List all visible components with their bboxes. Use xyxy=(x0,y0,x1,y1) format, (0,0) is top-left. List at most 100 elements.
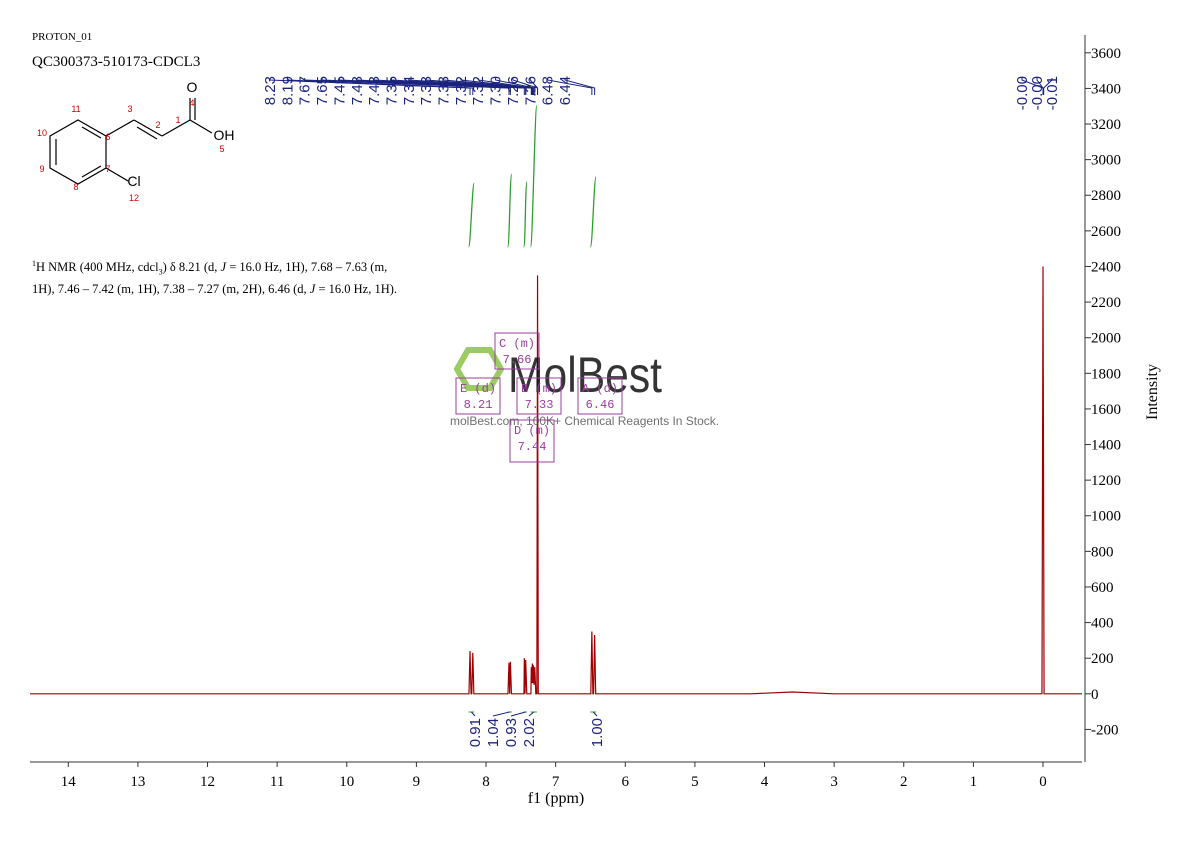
integral-leader xyxy=(510,711,526,717)
atom-label: Cl xyxy=(127,173,140,189)
x-tick-label: 10 xyxy=(339,774,354,790)
desc-part: = 16.0 Hz, 1H). xyxy=(315,281,398,296)
x-tick-label: 8 xyxy=(482,774,490,790)
y-tick-label: 3000 xyxy=(1091,153,1121,169)
peak-leader xyxy=(477,78,534,95)
x-tick-label: 4 xyxy=(761,774,769,790)
y-tick-label: -200 xyxy=(1091,722,1119,738)
x-tick-label: 2 xyxy=(900,774,908,790)
integral-curve xyxy=(506,173,513,248)
multiplet-box xyxy=(509,419,555,463)
atom-label: 12 xyxy=(129,193,139,203)
desc-part: = 16.0 Hz, 1H), 7.68 – 7.63 (m, 1H), 7.4… xyxy=(32,260,388,296)
structure-bonds xyxy=(49,98,213,185)
peak-leader xyxy=(443,78,534,95)
peak-label: 7.34 xyxy=(401,76,418,105)
integral-curve xyxy=(522,181,528,248)
peak-label: -0.00 xyxy=(1029,76,1046,110)
header-2: QC300373-510173-CDCL3 xyxy=(32,54,200,70)
peak-label: 7.30 xyxy=(488,76,505,105)
peak-label: 7.33 xyxy=(436,76,453,105)
y-tick-label: 3600 xyxy=(1091,46,1121,62)
y-tick-label: 2400 xyxy=(1091,259,1121,275)
peak-label: 8.23 xyxy=(262,76,279,105)
peak-label: 7.65 xyxy=(314,76,331,105)
atom-label: 5 xyxy=(219,144,224,154)
multiplet-shift: 7.33 xyxy=(525,398,554,412)
atom-label: 7 xyxy=(105,164,110,174)
atom-label: OH xyxy=(214,127,235,143)
multiplet-name: E (d) xyxy=(460,382,496,396)
x-tick-label: 11 xyxy=(270,774,284,790)
multiplet-box xyxy=(455,377,501,415)
peak-label: -0.00 xyxy=(1014,76,1031,110)
peak-leader xyxy=(321,78,511,95)
peak-label: 6.48 xyxy=(540,76,557,105)
y-tick-label: 1400 xyxy=(1091,438,1121,454)
x-tick-label: 5 xyxy=(691,774,699,790)
peak-leader xyxy=(373,78,527,95)
peak-label: 7.35 xyxy=(383,76,400,105)
peak-leader xyxy=(495,78,536,95)
integral-curve xyxy=(589,176,597,248)
peak-leader xyxy=(390,78,532,95)
atom-label: 11 xyxy=(71,104,80,114)
y-tick-label: 3400 xyxy=(1091,81,1121,97)
peak-label: 7.43 xyxy=(349,76,366,105)
desc-part: H NMR (400 MHz, cdcl xyxy=(36,260,159,275)
watermark-logo-icon xyxy=(453,347,505,391)
x-tick-label: 3 xyxy=(830,774,838,790)
integral-curve xyxy=(467,182,475,248)
desc-part: ) δ 8.21 (d, xyxy=(162,260,221,275)
y-tick-label: 1000 xyxy=(1091,509,1121,525)
y-tick-label: 3200 xyxy=(1091,117,1121,133)
multiplet-name: A (d) xyxy=(582,382,618,396)
spectrum xyxy=(30,266,1082,695)
y-tick-label: 200 xyxy=(1091,651,1114,667)
peak-leader xyxy=(547,78,593,95)
y-tick-label: 400 xyxy=(1091,616,1114,632)
atom-label: 8 xyxy=(73,182,78,192)
peak-label: 7.26 xyxy=(505,76,522,105)
multiplet-box xyxy=(494,332,540,370)
desc-part: 3 xyxy=(158,267,163,277)
peak-label: 7.45 xyxy=(331,76,348,105)
x-tick-label: 0 xyxy=(1039,774,1047,790)
y-tick-label: 1200 xyxy=(1091,473,1121,489)
description: 1H NMR (400 MHz, cdcl3) δ 8.21 (d, J = 1… xyxy=(32,256,412,297)
peak-label: 7.32 xyxy=(453,76,470,105)
desc-part: 1 xyxy=(32,259,36,268)
x-tick-label: 14 xyxy=(61,774,77,790)
atom-label: 2 xyxy=(155,120,160,130)
x-tick-label: 1 xyxy=(970,774,978,790)
desc-part: J xyxy=(309,281,316,296)
peak-leader xyxy=(1043,78,1053,95)
integral-label: 1.00 xyxy=(589,718,606,747)
peak-leader xyxy=(1036,78,1044,95)
y-tick-label: 1800 xyxy=(1091,366,1121,382)
integral-label: 0.91 xyxy=(467,718,484,747)
y-axis-title: Intensity xyxy=(1144,364,1161,420)
atom-label: 9 xyxy=(39,164,44,174)
integral-leader xyxy=(492,711,510,717)
peak-label: 7.33 xyxy=(418,76,435,105)
peak-leader xyxy=(564,78,596,95)
integral-leader xyxy=(592,711,598,717)
watermark-logo: MolBest xyxy=(508,347,662,403)
watermark-text: molBest.com, 100K+ Chemical Reagents In … xyxy=(450,414,719,428)
peak-label: 7.26 xyxy=(522,76,539,105)
multiplet-shift: 7.44 xyxy=(518,440,547,454)
header-1: PROTON_01 xyxy=(32,31,92,43)
y-tick-label: 0 xyxy=(1091,687,1099,703)
atom-label: 4 xyxy=(189,98,194,108)
peak-leader xyxy=(529,78,539,95)
x-tick-label: 9 xyxy=(413,774,421,790)
peak-label: -0.01 xyxy=(1044,76,1061,110)
y-tick-label: 2800 xyxy=(1091,188,1121,204)
atom-label: 1 xyxy=(175,115,180,125)
integral-leader xyxy=(528,711,535,717)
integral-label: 2.02 xyxy=(521,718,538,747)
atom-label: 10 xyxy=(37,128,47,138)
y-tick-label: 2000 xyxy=(1091,331,1121,347)
